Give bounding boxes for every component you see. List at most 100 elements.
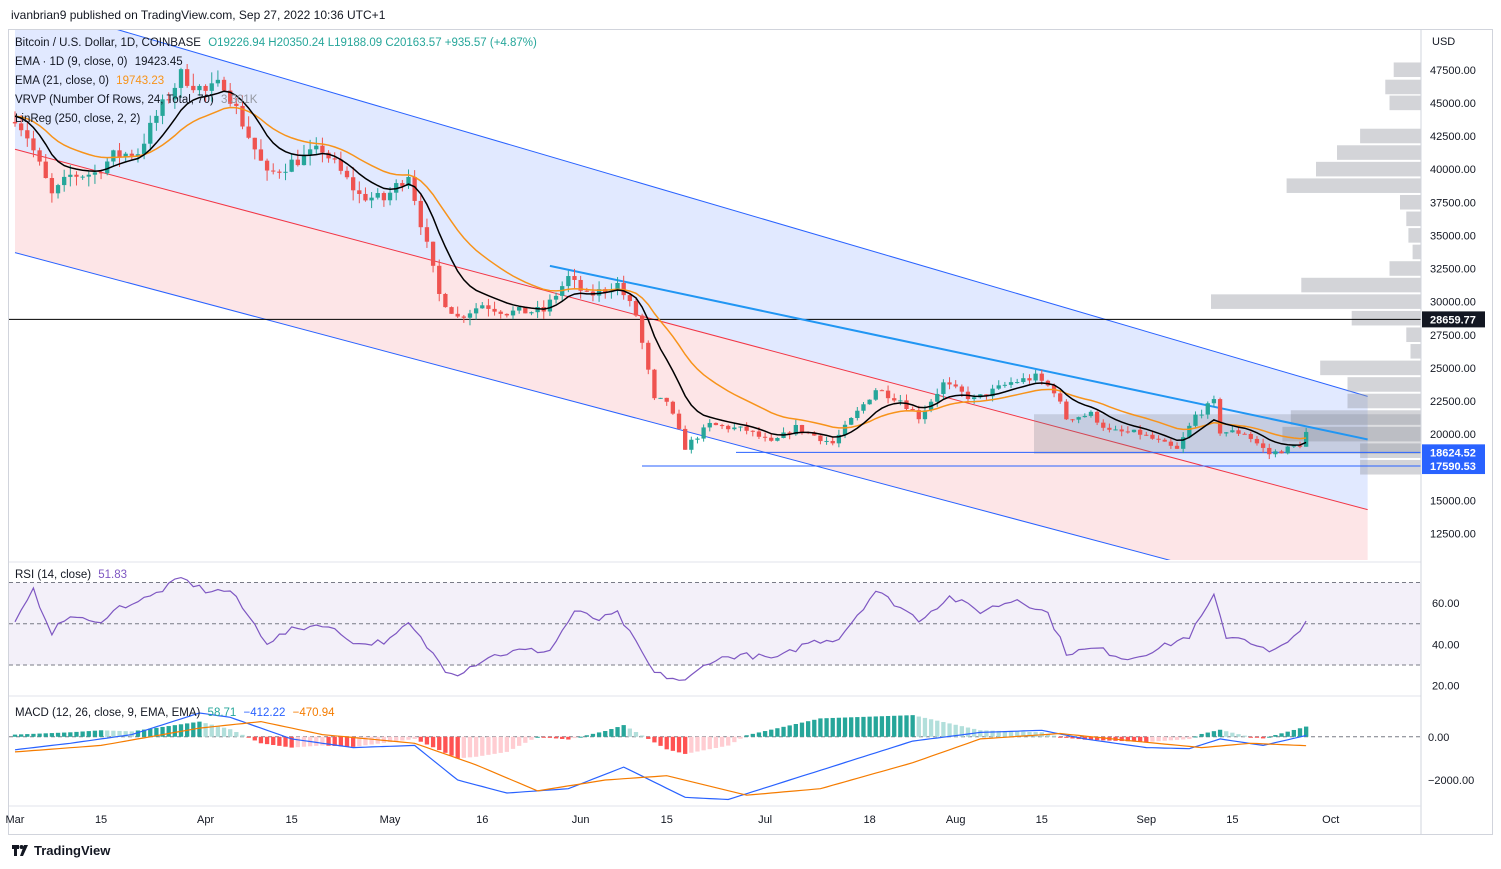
- macd-histogram-bar: [258, 736, 264, 744]
- candle-body: [517, 307, 522, 311]
- legend-ema9[interactable]: EMA · 1D (9, close, 0): [15, 56, 128, 68]
- macd-histogram-bar: [240, 734, 245, 737]
- candle-body: [160, 99, 165, 116]
- candle-body: [141, 143, 147, 155]
- candle-body: [523, 307, 528, 314]
- candle-body: [633, 301, 639, 316]
- legend-vrvp[interactable]: VRVP (Number Of Rows, 24, Total, 70): [15, 94, 214, 106]
- macd-histogram-bar: [892, 715, 897, 737]
- macd-histogram-bar: [953, 724, 958, 737]
- candle-body: [652, 369, 657, 399]
- macd-histogram-bar: [1064, 736, 1069, 738]
- macd-histogram-bar: [609, 729, 614, 737]
- footer-brand[interactable]: TradingView: [12, 843, 110, 859]
- legend-symbol[interactable]: Bitcoin / U.S. Dollar, 1D, COINBASE: [15, 37, 201, 49]
- candle-body: [547, 299, 553, 312]
- macd-histogram-bar: [123, 731, 128, 737]
- candle-body: [910, 409, 915, 411]
- candle-body: [646, 342, 651, 370]
- candle-body: [62, 176, 67, 186]
- macd-legend-label[interactable]: MACD (12, 26, close, 9, EMA, EMA): [15, 707, 201, 719]
- macd-histogram-bar: [566, 736, 571, 740]
- macd-histogram-bar: [1015, 731, 1020, 737]
- macd-histogram-bar: [535, 736, 540, 738]
- candle-body: [1021, 378, 1026, 383]
- macd-histogram-bar: [455, 736, 460, 759]
- macd-histogram-bar: [369, 736, 374, 745]
- rsi-legend-label[interactable]: RSI (14, close): [15, 569, 92, 581]
- macd-histogram-bar: [492, 736, 497, 754]
- macd-histogram-bar: [646, 736, 651, 739]
- macd-histogram-bar: [1217, 729, 1223, 737]
- legend-ema21[interactable]: EMA (21, close, 0): [15, 75, 109, 87]
- legend-vrvp-row: VRVP (Number Of Rows, 24, Total, 70) 3.3…: [15, 91, 541, 110]
- candle-body: [37, 150, 42, 162]
- macd-histogram-bar: [1297, 728, 1303, 737]
- macd-histogram-bar: [670, 736, 676, 751]
- macd-histogram-bar: [990, 730, 995, 737]
- ema9-line: [14, 90, 1307, 446]
- macd-histogram-bar: [842, 717, 848, 737]
- macd-histogram-bar: [615, 727, 620, 737]
- legend-linreg-row: LinReg (250, close, 2, 2): [15, 110, 541, 129]
- candle-body: [787, 432, 792, 435]
- linreg-upper-line: [117, 30, 1368, 397]
- candle-body: [744, 426, 749, 431]
- macd-histogram-bar: [621, 725, 626, 737]
- volume-profile-bar: [1406, 327, 1421, 343]
- macd-histogram-bar: [135, 730, 141, 737]
- rsi-legend-value: 51.83: [98, 569, 128, 581]
- time-tick-label: Oct: [1322, 814, 1339, 826]
- candle-body: [387, 192, 393, 201]
- macd-histogram-bar: [160, 726, 165, 737]
- candle-body: [707, 422, 712, 428]
- macd-histogram-bar: [387, 736, 393, 743]
- macd-legend: MACD (12, 26, close, 9, EMA, EMA) 58.71 …: [15, 704, 339, 723]
- candle-body: [1285, 446, 1290, 454]
- legend-linreg[interactable]: LinReg (250, close, 2, 2): [15, 113, 141, 125]
- time-tick-label: Apr: [197, 814, 214, 826]
- candle-body: [369, 197, 374, 201]
- macd-histogram-bar: [1193, 736, 1198, 738]
- candle-body: [762, 436, 768, 438]
- candle-body: [701, 427, 706, 439]
- macd-histogram-bar: [301, 736, 307, 747]
- candle-body: [480, 305, 485, 309]
- macd-histogram-bar: [1224, 731, 1229, 737]
- legend-ema9-value: 19423.45: [134, 56, 183, 68]
- candle-body: [203, 85, 208, 91]
- macd-histogram-bar: [590, 733, 596, 737]
- macd-histogram-bar: [947, 723, 952, 737]
- price-tick-label: 40000.00: [1430, 164, 1476, 176]
- candle-body: [246, 126, 251, 138]
- macd-histogram-bar: [351, 736, 356, 747]
- time-tick-label: Aug: [946, 814, 966, 826]
- macd-histogram-bar: [603, 731, 608, 737]
- macd-histogram-bar: [928, 719, 934, 737]
- macd-histogram-bar: [719, 736, 725, 747]
- candle-body: [535, 307, 540, 313]
- macd-histogram-bar: [750, 733, 755, 737]
- candle-body: [1058, 393, 1063, 402]
- candle-body: [916, 410, 921, 420]
- macd-histogram-bar: [683, 736, 688, 754]
- candle-body: [105, 161, 110, 174]
- candle-body: [812, 432, 817, 436]
- candle-body: [1101, 422, 1106, 428]
- tradingview-logo-icon: [12, 844, 30, 859]
- macd-histogram-bar: [762, 731, 768, 737]
- candle-body: [1088, 411, 1094, 416]
- macd-histogram-bar: [1058, 736, 1063, 738]
- macd-histogram-bar: [922, 717, 928, 737]
- candle-body: [664, 397, 669, 402]
- legend-ema21-row: EMA (21, close, 0) 19743.23: [15, 72, 541, 91]
- candle-body: [1254, 438, 1260, 444]
- candle-body: [941, 382, 946, 394]
- macd-histogram-bar: [861, 716, 866, 737]
- macd-histogram-bar: [1119, 736, 1124, 742]
- candle-body: [658, 397, 663, 399]
- candle-body: [12, 121, 18, 124]
- candle-body: [1211, 399, 1217, 404]
- rsi-tick-label: 20.00: [1432, 681, 1460, 693]
